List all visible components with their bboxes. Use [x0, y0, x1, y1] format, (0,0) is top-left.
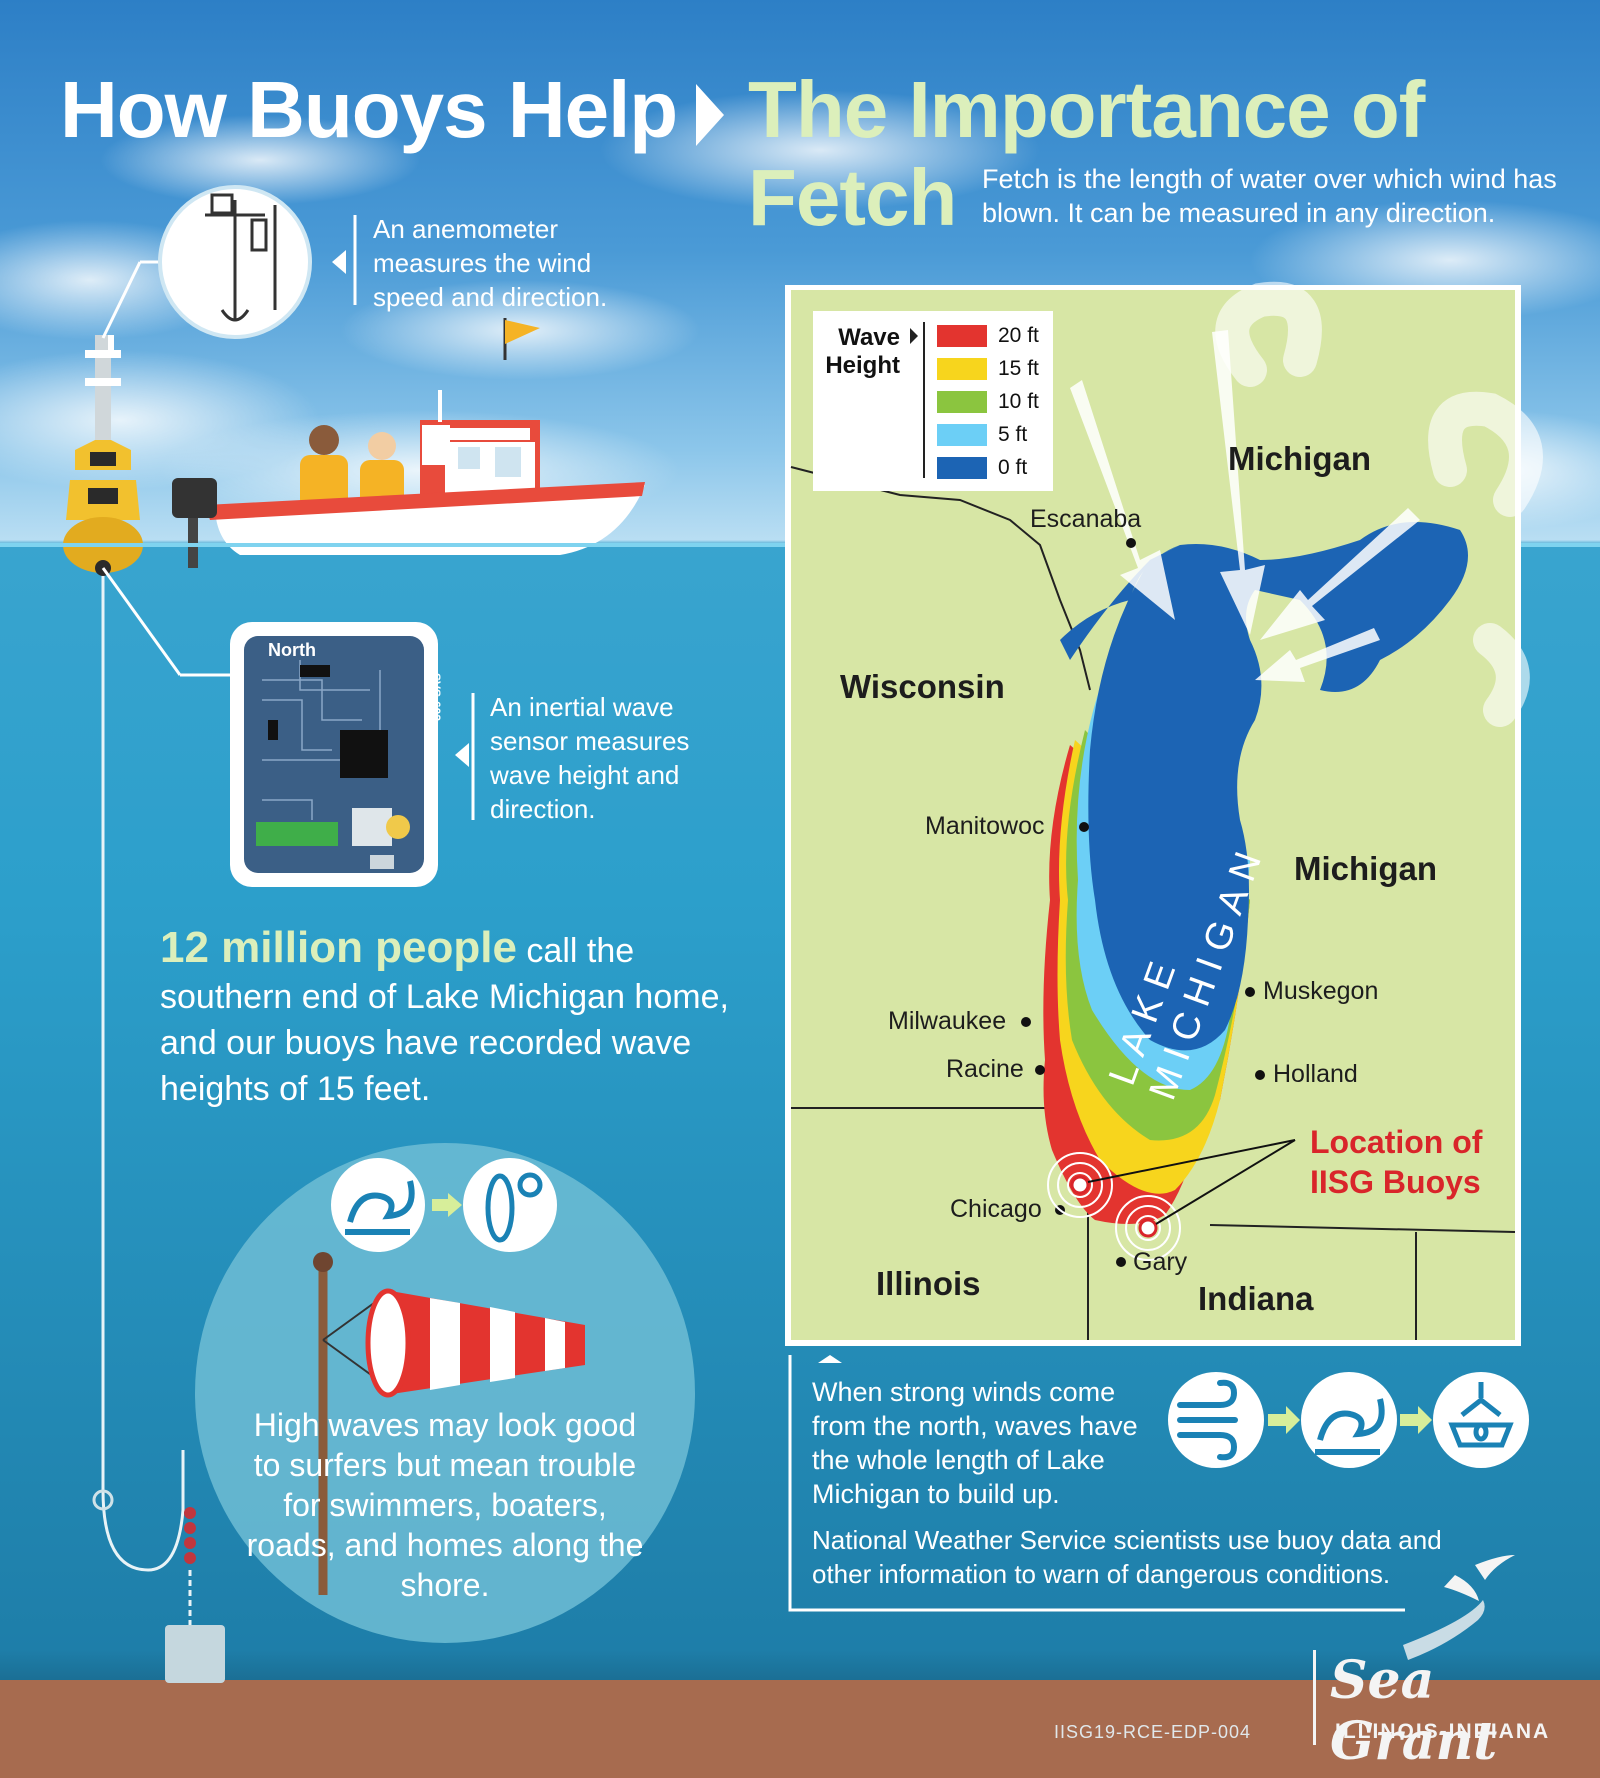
boat-illustration — [172, 318, 645, 568]
state-michigan-lower: Michigan — [1294, 850, 1438, 887]
legend-title-line1: Wave — [838, 324, 900, 351]
legend-item-5ft: 5 ft — [998, 423, 1028, 446]
legend-item-15ft: 15 ft — [998, 357, 1039, 380]
state-wisconsin: Wisconsin — [840, 668, 1005, 705]
lake-bottom — [0, 1680, 1600, 1778]
city-milwaukee: Milwaukee — [888, 1007, 1007, 1035]
map — [785, 281, 1543, 1346]
title-chevron-icon — [696, 84, 724, 146]
legend-item-20ft: 20 ft — [998, 324, 1039, 347]
wind-wave-buoy-icons — [1168, 1372, 1529, 1468]
city-muskegon: Muskegon — [1263, 977, 1379, 1005]
sensor-caption: An inertial wave sensor measures wave he… — [490, 692, 690, 824]
city-holland: Holland — [1273, 1060, 1358, 1088]
city-chicago: Chicago — [950, 1195, 1042, 1223]
legend-item-0ft: 0 ft — [998, 456, 1028, 479]
sea-grant-logo-mark — [1313, 1555, 1515, 1745]
anemometer-caption: An anemometer measures the wind speed an… — [373, 214, 608, 312]
wave-to-surfboard-icons — [331, 1158, 557, 1252]
legend-title: Wave Height — [820, 324, 900, 380]
mooring-line — [92, 570, 225, 1683]
city-gary: Gary — [1133, 1248, 1188, 1276]
state-michigan-upper: Michigan — [1228, 440, 1372, 477]
city-racine: Racine — [946, 1055, 1024, 1083]
stat-rest: call the southern end of Lake Michigan h… — [160, 932, 729, 1108]
sensor-board-north-label: North — [268, 640, 316, 660]
sea-grant-logo-subtitle: ILLINOIS-INDIANA — [1335, 1720, 1551, 1743]
sea-grant-logo-text: Sea Grant — [1330, 1650, 1498, 1772]
trouble-text: High waves may look good to surfers but … — [246, 1407, 644, 1603]
document-code: IISG19-RCE-EDP-004 — [1054, 1722, 1252, 1742]
windsock-icon — [313, 1252, 585, 1595]
buoy-location-label: Location of IISG Buoys — [1310, 1124, 1483, 1200]
sensor-board-code: SVS-603 — [429, 672, 444, 722]
stat-paragraph: 12 million people call the southern end … — [160, 925, 760, 1112]
legend-title-line2: Height — [825, 352, 900, 379]
nws-text: National Weather Service scientists use … — [812, 1525, 1442, 1589]
north-wind-text: When strong winds come from the north, w… — [812, 1377, 1138, 1509]
state-indiana: Indiana — [1198, 1280, 1314, 1317]
city-manitowoc: Manitowoc — [925, 812, 1045, 840]
city-escanaba: Escanaba — [1030, 505, 1142, 533]
fetch-description: Fetch is the length of water over which … — [982, 164, 1557, 228]
title-how-buoys-help: How Buoys Help — [60, 65, 678, 154]
title-importance-of: The Importance of — [748, 65, 1425, 154]
info-panel-frame — [788, 1355, 1405, 1612]
legend-item-10ft: 10 ft — [998, 390, 1039, 413]
anemometer-callout — [101, 185, 357, 339]
title-fetch: Fetch — [748, 153, 957, 242]
stat-highlight: 12 million people — [160, 923, 517, 972]
lake-0ft — [1088, 522, 1468, 1051]
state-illinois: Illinois — [876, 1265, 981, 1302]
sensor-callout — [101, 567, 475, 887]
